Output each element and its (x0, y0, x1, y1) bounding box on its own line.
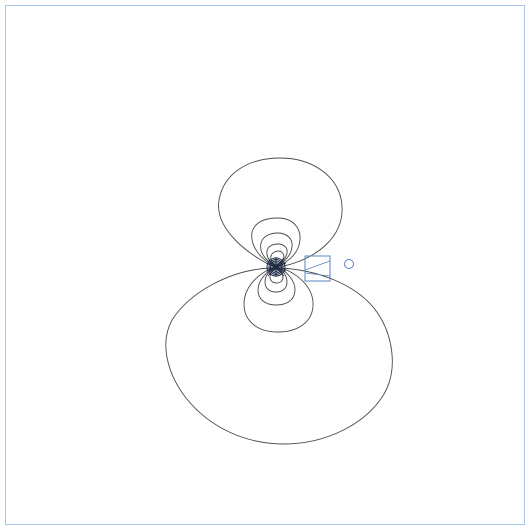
canvas-frame (5, 5, 525, 525)
dipole-source-core (265, 257, 287, 277)
lower-lobe-outer (165, 267, 393, 445)
rotation-handle[interactable] (344, 259, 354, 269)
upper-lobe-inner-2 (266, 243, 288, 267)
lower-lobe-mid (243, 267, 314, 333)
upper-lobe-mid (251, 217, 301, 267)
lower-lobe-inner-2 (264, 267, 288, 293)
selection-box-diagonal (304, 260, 331, 277)
selection-box[interactable] (304, 255, 331, 282)
core-center (273, 264, 279, 270)
field-lines (165, 157, 393, 445)
lower-lobe-inner-1 (257, 267, 296, 306)
upper-lobe-outer (218, 157, 343, 267)
upper-lobe-inner-1 (260, 232, 293, 267)
